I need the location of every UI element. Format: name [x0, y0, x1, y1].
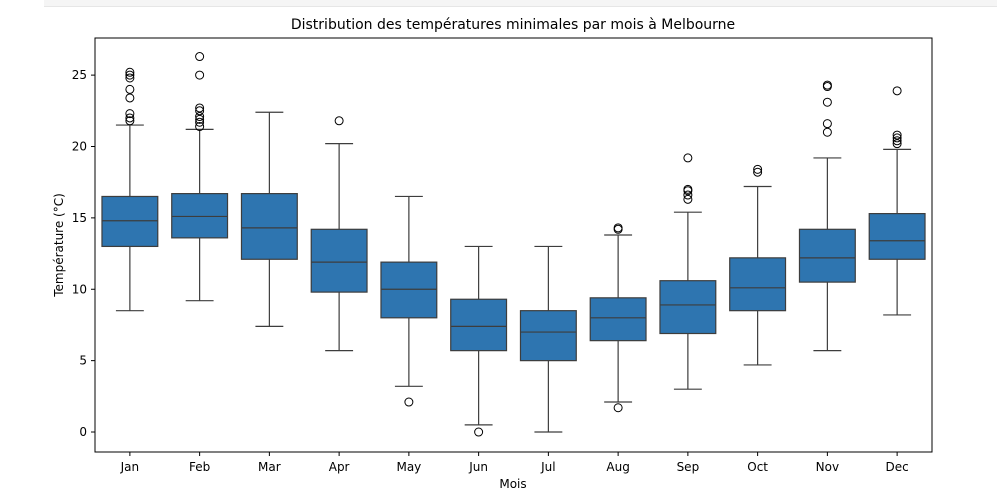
outlier-point [822, 119, 832, 129]
box-group-nov [798, 80, 856, 352]
outlier-point [822, 80, 832, 90]
x-tick-label: Jun [468, 460, 488, 474]
box-iqr [310, 228, 368, 293]
outlier-point [683, 184, 693, 194]
outlier-point [125, 73, 135, 83]
box-group-may [380, 195, 438, 407]
box-group-apr [310, 116, 368, 352]
outlier-point [195, 52, 205, 62]
x-tick-label: Nov [816, 460, 839, 474]
outlier-point [892, 136, 902, 146]
x-tick-label: May [396, 460, 421, 474]
outlier-point [822, 127, 832, 137]
outlier-point [125, 109, 135, 119]
outlier-point [892, 86, 902, 96]
outlier-point [125, 116, 135, 126]
box-group-jul [519, 245, 577, 433]
outlier-point [683, 190, 693, 200]
outlier-point [683, 153, 693, 163]
box-iqr [101, 195, 159, 248]
box-iqr [450, 298, 508, 352]
box-group-jun [450, 245, 508, 437]
x-tick-label: Dec [886, 460, 909, 474]
x-tick-label: Apr [329, 460, 350, 474]
box-iqr [868, 212, 926, 260]
y-axis: 0 5 10 15 20 25 [72, 68, 95, 439]
x-tick-label: Aug [606, 460, 629, 474]
box-iqr [240, 193, 298, 260]
box-group-sep [659, 153, 717, 390]
outlier-point [125, 93, 135, 103]
outlier-point [613, 223, 623, 233]
x-axis: Jan Feb Mar Apr May Jun Jul Aug Sep Oct Nov Dec [120, 452, 909, 474]
outlier-point [892, 139, 902, 149]
y-axis-label: Température (°C) [52, 193, 66, 298]
x-tick-label: Mar [258, 460, 281, 474]
chart-title: Distribution des températures minimales … [291, 17, 735, 33]
outlier-point [195, 117, 205, 127]
outlier-point [125, 84, 135, 94]
box-iqr [171, 193, 229, 239]
outlier-point [892, 133, 902, 143]
box-group-mar [240, 111, 298, 327]
outlier-point [334, 116, 344, 126]
x-tick-label: Oct [747, 460, 768, 474]
outlier-point [195, 122, 205, 132]
outlier-point [125, 113, 135, 123]
outlier-point [404, 397, 414, 407]
box-iqr [729, 257, 787, 312]
boxes-layer [101, 52, 926, 437]
outlier-point [753, 167, 763, 177]
plot-area-frame [94, 37, 933, 453]
box-iqr [798, 228, 856, 283]
box-group-aug [589, 223, 647, 413]
box-group-feb [171, 52, 229, 302]
outlier-point [195, 112, 205, 122]
box-group-jan [101, 67, 159, 312]
y-tick-label: 20 [72, 139, 87, 153]
y-tick-label: 15 [72, 211, 87, 225]
y-tick-label: 0 [79, 425, 87, 439]
outlier-point [195, 70, 205, 80]
outlier-point [125, 70, 135, 80]
outlier-point [125, 67, 135, 77]
box-iqr [589, 297, 647, 342]
outlier-point [753, 164, 763, 174]
x-tick-label: Jan [120, 460, 140, 474]
x-axis-label: Mois [499, 477, 526, 491]
outlier-point [474, 427, 484, 437]
box-group-oct [729, 164, 787, 366]
x-tick-label: Jul [540, 460, 555, 474]
outlier-point [683, 194, 693, 204]
x-tick-label: Feb [189, 460, 210, 474]
outlier-point [195, 103, 205, 113]
y-tick-label: 5 [79, 354, 87, 368]
box-iqr [519, 310, 577, 362]
outlier-point [195, 114, 205, 124]
outlier-point [892, 130, 902, 140]
box-iqr [659, 280, 717, 335]
x-tick-label: Sep [677, 460, 700, 474]
outlier-point [822, 97, 832, 107]
outlier-point [613, 403, 623, 413]
y-tick-label: 25 [72, 68, 87, 82]
notebook-cell-border [44, 0, 997, 7]
outlier-point [195, 106, 205, 116]
box-iqr [380, 261, 438, 319]
y-tick-label: 10 [72, 282, 87, 296]
box-group-dec [868, 86, 926, 316]
